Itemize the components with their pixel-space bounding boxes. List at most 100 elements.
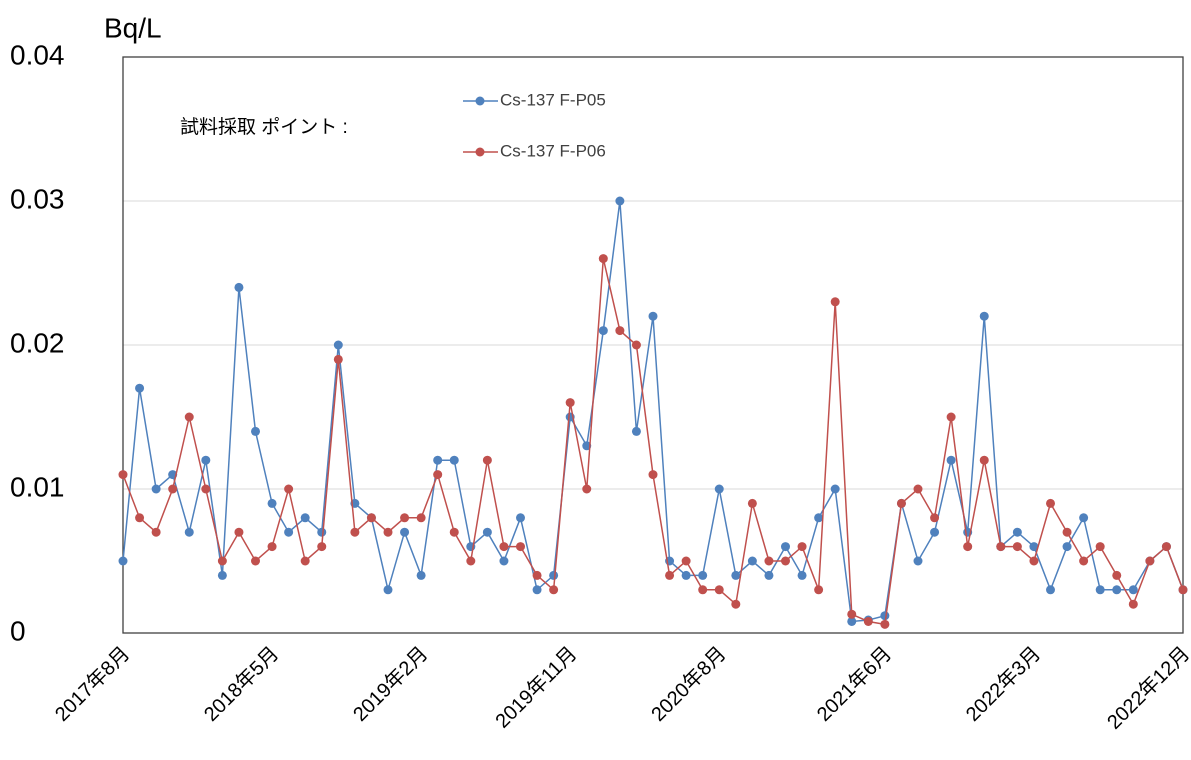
data-point bbox=[631, 426, 641, 436]
data-point bbox=[151, 527, 161, 537]
data-point bbox=[333, 340, 343, 350]
data-point bbox=[764, 570, 774, 580]
data-point bbox=[946, 412, 956, 422]
data-point bbox=[400, 527, 410, 537]
data-point bbox=[714, 484, 724, 494]
annotation: 試料採取 ポイント : bbox=[180, 116, 348, 138]
data-point bbox=[499, 542, 509, 552]
series-line bbox=[122, 200, 1184, 623]
data-point bbox=[648, 311, 658, 321]
legend-label: Cs-137 F-P05 bbox=[500, 90, 606, 109]
data-point bbox=[516, 542, 525, 552]
data-point bbox=[1079, 513, 1089, 523]
x-tick-label: 2019年11月 bbox=[491, 642, 582, 733]
data-point bbox=[466, 556, 476, 566]
data-point bbox=[135, 383, 145, 393]
data-point bbox=[168, 484, 178, 494]
data-point bbox=[1095, 542, 1105, 552]
data-point bbox=[598, 326, 608, 336]
data-point bbox=[251, 426, 260, 436]
data-point bbox=[615, 326, 625, 336]
data-point bbox=[913, 484, 923, 494]
data-point bbox=[847, 616, 857, 626]
data-point bbox=[930, 513, 940, 523]
data-point bbox=[698, 585, 708, 595]
data-point bbox=[830, 297, 840, 307]
data-point bbox=[333, 354, 343, 364]
data-point bbox=[234, 282, 244, 292]
data-point bbox=[383, 585, 393, 595]
data-point bbox=[896, 498, 906, 508]
data-point bbox=[847, 609, 857, 619]
x-tick-label: 2022年12月 bbox=[1103, 642, 1191, 734]
data-point bbox=[781, 542, 790, 552]
legend-label: Cs-137 F-P06 bbox=[500, 141, 606, 160]
data-point bbox=[1012, 542, 1022, 552]
data-point bbox=[300, 556, 310, 566]
data-point bbox=[1145, 556, 1155, 566]
data-point bbox=[797, 542, 807, 552]
data-point bbox=[317, 527, 327, 537]
data-point bbox=[1128, 599, 1138, 609]
y-tick-label: 0.02 bbox=[10, 327, 65, 358]
data-point bbox=[449, 527, 459, 537]
y-tick-label: 0 bbox=[10, 615, 26, 646]
data-point bbox=[151, 484, 161, 494]
data-point bbox=[317, 542, 327, 552]
x-tick-label: 2017年8月 bbox=[50, 642, 134, 726]
data-point bbox=[698, 570, 708, 580]
data-point bbox=[598, 254, 608, 264]
data-point bbox=[631, 340, 641, 350]
data-point bbox=[1029, 556, 1039, 566]
data-point bbox=[184, 527, 194, 537]
data-point bbox=[1161, 542, 1171, 552]
data-point bbox=[830, 484, 840, 494]
data-point bbox=[433, 470, 443, 480]
data-point bbox=[267, 498, 277, 508]
data-point bbox=[1012, 527, 1022, 537]
data-point bbox=[217, 556, 227, 566]
data-point bbox=[731, 570, 741, 580]
data-point bbox=[1112, 570, 1122, 580]
data-point bbox=[582, 484, 592, 494]
data-point bbox=[532, 570, 542, 580]
data-point bbox=[416, 570, 426, 580]
data-point bbox=[201, 455, 211, 465]
data-point bbox=[118, 470, 128, 480]
data-point bbox=[350, 527, 360, 537]
data-point bbox=[665, 570, 675, 580]
x-tick-label: 2018年5月 bbox=[199, 642, 283, 726]
data-point bbox=[1062, 527, 1072, 537]
data-point bbox=[731, 599, 741, 609]
data-point bbox=[781, 556, 790, 566]
data-point bbox=[615, 196, 625, 206]
data-point bbox=[300, 513, 310, 523]
data-point bbox=[1029, 542, 1039, 552]
data-point bbox=[814, 513, 824, 523]
data-point bbox=[383, 527, 393, 537]
data-point bbox=[681, 570, 691, 580]
data-point bbox=[482, 455, 492, 465]
x-tick-label: 2021年6月 bbox=[812, 642, 896, 726]
data-point bbox=[251, 556, 260, 566]
data-point bbox=[747, 498, 757, 508]
legend-marker bbox=[475, 96, 485, 106]
data-point bbox=[549, 585, 559, 595]
x-tick-label: 2022年3月 bbox=[961, 642, 1045, 726]
data-point bbox=[433, 455, 443, 465]
data-point bbox=[1128, 585, 1138, 595]
data-point bbox=[1112, 585, 1122, 595]
data-point bbox=[549, 570, 559, 580]
y-tick-label: 0.03 bbox=[10, 183, 65, 214]
data-point bbox=[217, 570, 227, 580]
plot-border bbox=[122, 56, 1184, 634]
data-point bbox=[284, 484, 294, 494]
data-point bbox=[234, 527, 244, 537]
data-point bbox=[814, 585, 824, 595]
data-point bbox=[747, 556, 757, 566]
data-point bbox=[1062, 542, 1072, 552]
data-point bbox=[996, 542, 1006, 552]
data-point bbox=[1178, 585, 1188, 595]
data-point bbox=[863, 616, 873, 626]
